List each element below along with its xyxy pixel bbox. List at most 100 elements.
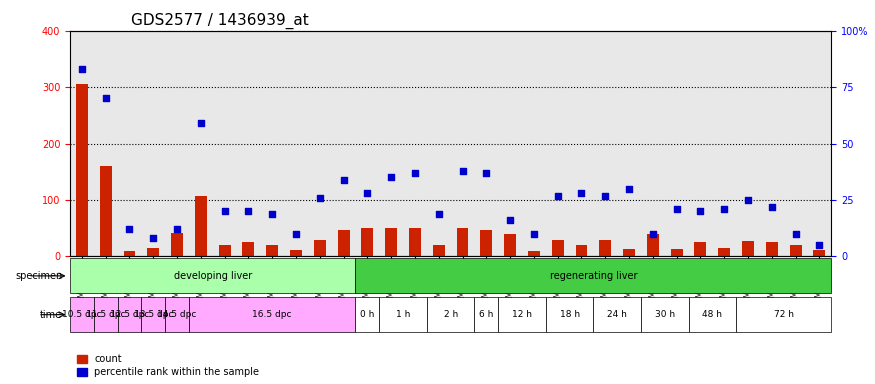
Point (312, 195, 326, 201)
Text: 12 h: 12 h (512, 310, 532, 319)
Point (242, 208, 256, 214)
FancyBboxPatch shape (189, 297, 355, 332)
Point (218, 208, 232, 214)
Bar (433, 245, 444, 257)
Text: 14.5 dpc: 14.5 dpc (158, 310, 197, 319)
FancyBboxPatch shape (70, 258, 355, 293)
FancyBboxPatch shape (117, 297, 142, 332)
Bar (766, 242, 778, 257)
Text: 0 h: 0 h (360, 310, 374, 319)
Text: 48 h: 48 h (703, 310, 722, 319)
Text: 6 h: 6 h (480, 310, 494, 319)
Bar (314, 240, 326, 257)
Bar (789, 245, 802, 257)
Bar (718, 248, 730, 257)
Bar (266, 245, 278, 257)
Point (384, 174, 398, 180)
Text: 30 h: 30 h (654, 310, 675, 319)
FancyBboxPatch shape (736, 297, 831, 332)
FancyBboxPatch shape (70, 297, 94, 332)
FancyBboxPatch shape (165, 297, 189, 332)
Bar (219, 245, 231, 257)
Text: GDS2577 / 1436939_at: GDS2577 / 1436939_at (131, 13, 309, 29)
Text: developing liver: developing liver (173, 271, 252, 281)
Point (337, 177, 351, 183)
Bar (242, 242, 255, 257)
Bar (76, 84, 88, 257)
Bar (172, 233, 183, 257)
Bar (480, 230, 493, 257)
FancyBboxPatch shape (689, 297, 736, 332)
Bar (409, 228, 421, 257)
Point (194, 120, 208, 126)
Point (598, 192, 612, 199)
Text: 24 h: 24 h (607, 310, 627, 319)
Bar (361, 228, 374, 257)
Point (527, 231, 541, 237)
Point (75, 66, 89, 72)
Point (408, 170, 422, 176)
Bar (623, 248, 635, 257)
Text: specimen: specimen (15, 271, 62, 281)
Point (503, 217, 517, 223)
FancyBboxPatch shape (355, 297, 379, 332)
Point (265, 210, 279, 217)
FancyBboxPatch shape (546, 297, 593, 332)
Bar (195, 196, 206, 257)
Point (99, 95, 113, 101)
Text: 10.5 dpc: 10.5 dpc (62, 310, 102, 319)
FancyBboxPatch shape (498, 297, 546, 332)
FancyBboxPatch shape (142, 297, 165, 332)
Point (123, 226, 136, 232)
Text: regenerating liver: regenerating liver (550, 271, 637, 281)
Point (669, 206, 683, 212)
Bar (647, 234, 659, 257)
Bar (385, 228, 397, 257)
Bar (100, 166, 112, 257)
Point (289, 231, 303, 237)
FancyBboxPatch shape (593, 297, 640, 332)
Bar (814, 250, 825, 257)
FancyBboxPatch shape (94, 297, 117, 332)
Text: 11.5 dpc: 11.5 dpc (86, 310, 125, 319)
FancyBboxPatch shape (640, 297, 689, 332)
Point (575, 190, 589, 196)
Bar (528, 251, 540, 257)
Bar (147, 248, 159, 257)
Bar (552, 240, 564, 257)
Legend: count, percentile rank within the sample: count, percentile rank within the sample (75, 353, 262, 379)
FancyBboxPatch shape (379, 297, 427, 332)
Point (718, 206, 732, 212)
Text: 18 h: 18 h (559, 310, 579, 319)
Text: 16.5 dpc: 16.5 dpc (253, 310, 292, 319)
Bar (599, 240, 612, 257)
FancyBboxPatch shape (474, 297, 498, 332)
Point (456, 168, 470, 174)
Bar (457, 228, 468, 257)
Text: 2 h: 2 h (444, 310, 458, 319)
Point (788, 231, 802, 237)
Point (741, 197, 755, 203)
Point (170, 226, 184, 232)
Text: 12.5 dpc: 12.5 dpc (109, 310, 149, 319)
Bar (504, 234, 516, 257)
Point (431, 210, 445, 217)
FancyBboxPatch shape (355, 258, 831, 293)
Bar (290, 250, 302, 257)
Point (812, 242, 826, 248)
Text: 1 h: 1 h (396, 310, 410, 319)
Text: 72 h: 72 h (774, 310, 794, 319)
Bar (576, 245, 587, 257)
Point (765, 204, 779, 210)
Point (693, 208, 707, 214)
Point (622, 186, 636, 192)
Point (480, 170, 494, 176)
Text: time: time (40, 310, 62, 319)
Bar (338, 230, 349, 257)
Bar (123, 251, 136, 257)
Point (646, 231, 660, 237)
Point (360, 190, 374, 196)
Text: 13.5 dpc: 13.5 dpc (134, 310, 173, 319)
FancyBboxPatch shape (427, 297, 474, 332)
Bar (742, 241, 754, 257)
